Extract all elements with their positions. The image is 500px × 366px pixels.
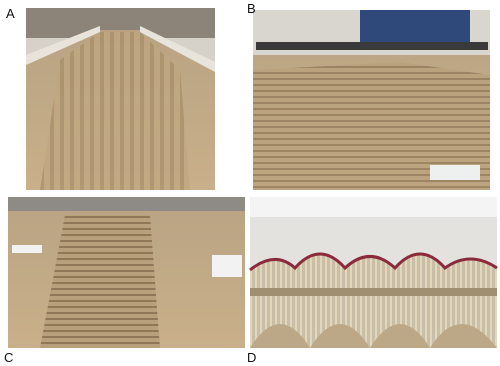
ripples	[253, 62, 490, 190]
panel-d: D	[247, 197, 498, 365]
background	[8, 197, 245, 211]
wall	[140, 26, 215, 72]
sticks	[250, 254, 497, 290]
panel-label: B	[247, 1, 256, 16]
rail	[250, 288, 497, 296]
ripple-field	[40, 215, 160, 348]
stick-tips	[249, 252, 498, 272]
panel-label: A	[6, 6, 15, 21]
level	[256, 42, 488, 50]
block	[430, 165, 480, 180]
panel-label: D	[247, 350, 256, 365]
ridges	[40, 32, 190, 190]
ceiling	[250, 197, 497, 217]
panel-b: B	[247, 1, 490, 190]
block	[212, 255, 242, 277]
wall	[26, 26, 100, 65]
panel-a: A	[6, 6, 215, 190]
panel-label: C	[4, 350, 13, 365]
block	[12, 245, 42, 253]
sand-mounds	[250, 324, 497, 348]
panel-c: C	[4, 197, 245, 365]
